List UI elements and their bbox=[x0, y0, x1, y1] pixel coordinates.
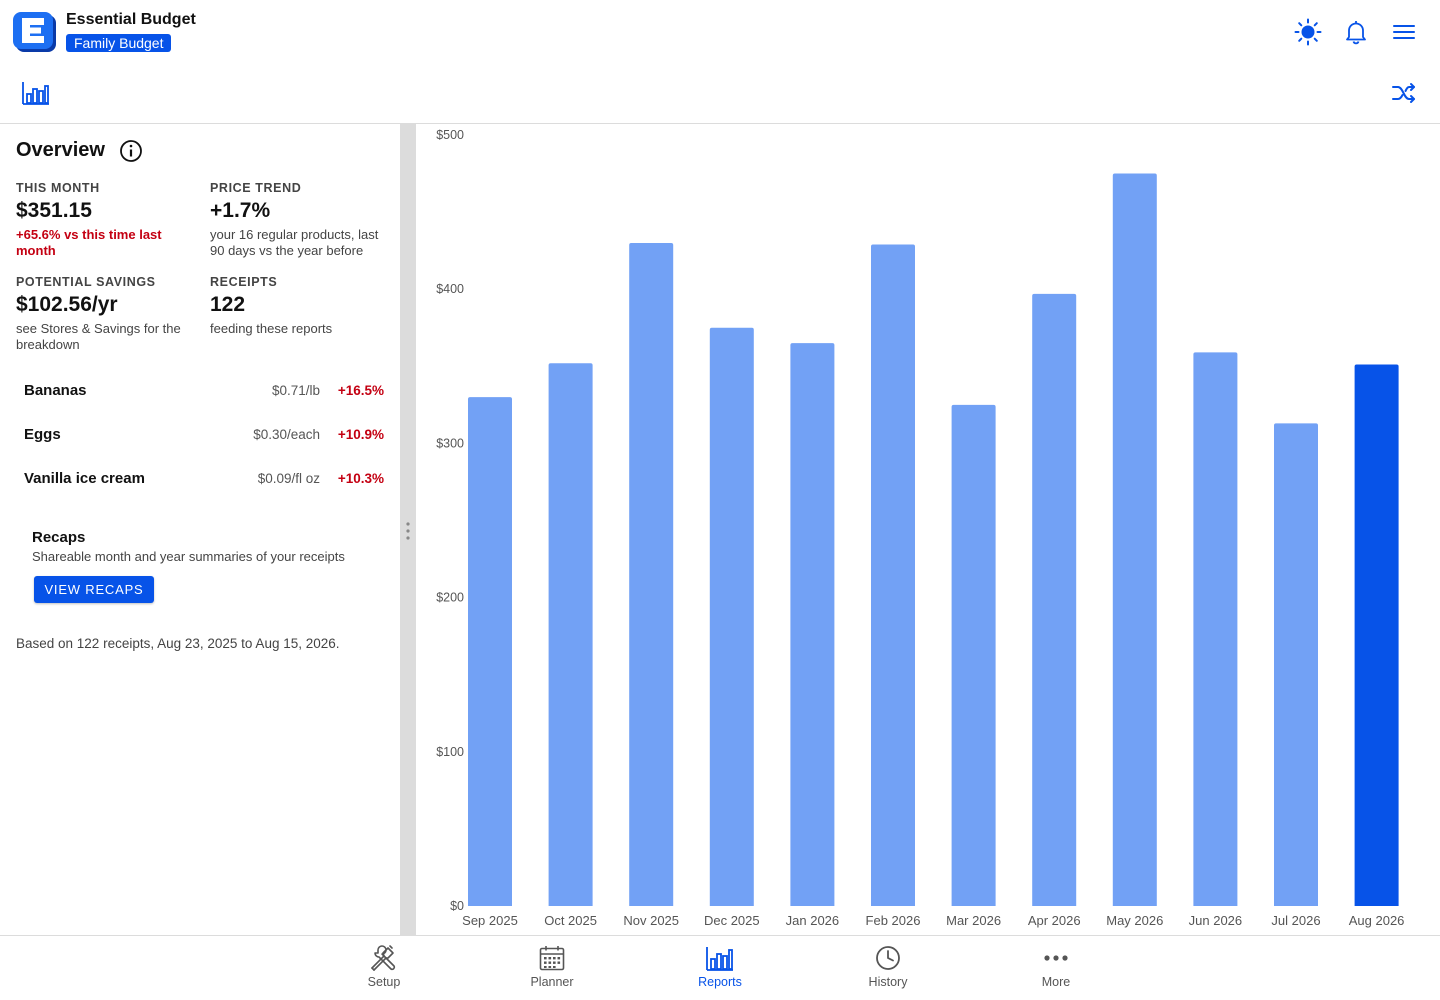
bar[interactable] bbox=[548, 363, 593, 906]
nav-label-history: History bbox=[868, 975, 908, 989]
product-name-eggs[interactable]: Eggs bbox=[24, 426, 61, 443]
nav-more[interactable]: More bbox=[996, 944, 1116, 994]
bar[interactable] bbox=[1274, 423, 1318, 906]
stat-value-potential-savings: $102.56/yr bbox=[16, 293, 118, 316]
product-price-vanilla-ice-cream: $0.09/fl oz bbox=[257, 471, 320, 486]
x-tick-label: Aug 2026 bbox=[1349, 913, 1405, 928]
x-tick-label: Mar 2026 bbox=[946, 913, 1001, 928]
stat-label-this-month: THIS MONTH bbox=[16, 181, 100, 195]
more-dots-icon bbox=[1044, 955, 1068, 961]
bar[interactable] bbox=[1193, 352, 1238, 906]
nav-label-setup: Setup bbox=[367, 975, 401, 989]
recaps-title: Recaps bbox=[32, 529, 86, 546]
y-tick-label: $100 bbox=[436, 745, 464, 759]
shuffle-icon[interactable] bbox=[1391, 80, 1417, 106]
stat-label-potential-savings: POTENTIAL SAVINGS bbox=[16, 275, 156, 289]
x-tick-label: Apr 2026 bbox=[1028, 913, 1081, 928]
based-on-note: Based on 122 receipts, Aug 23, 2025 to A… bbox=[16, 636, 340, 651]
top-divider bbox=[0, 123, 1440, 124]
stat-value-this-month: $351.15 bbox=[16, 199, 92, 222]
info-icon[interactable] bbox=[119, 139, 143, 163]
nav-label-more: More bbox=[1041, 975, 1071, 989]
overview-title: Overview bbox=[16, 139, 105, 161]
x-tick-label: Jan 2026 bbox=[786, 913, 840, 928]
bar[interactable] bbox=[1354, 364, 1399, 906]
bar[interactable] bbox=[871, 244, 915, 906]
product-change-eggs: +10.9% bbox=[337, 427, 384, 442]
stat-value-receipts: 122 bbox=[210, 293, 246, 316]
monthly-spending-chart: $0 $100 $200 $300 $400 $500 Sep 2025 Oct 2025 No… bbox=[416, 124, 1440, 935]
y-tick-label: $500 bbox=[436, 128, 464, 142]
bar[interactable] bbox=[1112, 173, 1157, 907]
bar[interactable] bbox=[1032, 293, 1077, 906]
product-name-vanilla-ice-cream[interactable]: Vanilla ice cream bbox=[24, 470, 145, 487]
bar[interactable] bbox=[790, 343, 835, 906]
product-price-bananas: $0.71/lb bbox=[271, 383, 320, 398]
nav-setup[interactable]: Setup bbox=[324, 944, 444, 994]
x-tick-label: Jul 2026 bbox=[1271, 913, 1320, 928]
menu-icon[interactable] bbox=[1390, 18, 1418, 46]
stat-note-this-month: +65.6% vs this time last month bbox=[16, 227, 162, 258]
product-price-eggs: $0.30/each bbox=[253, 427, 320, 442]
bar[interactable] bbox=[951, 404, 996, 906]
stat-note-price-trend: your 16 regular products, last 90 days v… bbox=[210, 227, 379, 258]
app-logo bbox=[13, 12, 56, 52]
nav-label-planner: Planner bbox=[530, 975, 574, 989]
bar[interactable] bbox=[468, 397, 512, 906]
bell-icon[interactable] bbox=[1342, 18, 1370, 46]
y-tick-label: $400 bbox=[436, 282, 464, 296]
view-recaps-button[interactable]: VIEW RECAPS bbox=[34, 576, 154, 603]
x-tick-label: Jun 2026 bbox=[1189, 913, 1243, 928]
nav-reports[interactable]: Reports bbox=[660, 944, 780, 994]
stat-note-receipts: feeding these reports bbox=[210, 321, 333, 336]
nav-history[interactable]: History bbox=[828, 944, 948, 994]
clock-icon bbox=[876, 946, 900, 970]
bar[interactable] bbox=[709, 327, 754, 906]
x-tick-label: Nov 2025 bbox=[623, 913, 679, 928]
x-tick-label: Feb 2026 bbox=[866, 913, 921, 928]
stat-value-price-trend: +1.7% bbox=[210, 199, 271, 222]
bottom-divider bbox=[0, 935, 1440, 936]
app-name: Essential Budget bbox=[66, 11, 196, 28]
bar-chart-icon bbox=[706, 947, 733, 971]
y-tick-label: $300 bbox=[436, 436, 464, 450]
budget-selector[interactable]: Family Budget bbox=[66, 34, 172, 52]
y-tick-label: $0 bbox=[450, 899, 464, 913]
x-tick-label: Oct 2025 bbox=[544, 913, 597, 928]
stat-label-price-trend: PRICE TREND bbox=[210, 181, 302, 195]
product-change-vanilla-ice-cream: +10.3% bbox=[337, 471, 384, 486]
product-name-bananas[interactable]: Bananas bbox=[24, 382, 87, 399]
splitter-handle-icon[interactable] bbox=[405, 521, 411, 541]
brightness-icon[interactable] bbox=[1294, 18, 1322, 46]
bar-chart-icon[interactable] bbox=[22, 80, 50, 106]
product-change-bananas: +16.5% bbox=[337, 383, 384, 398]
x-tick-label: May 2026 bbox=[1106, 913, 1163, 928]
tools-icon bbox=[371, 945, 396, 971]
x-tick-label: Sep 2025 bbox=[462, 913, 518, 928]
stat-note-potential-savings: see Stores & Savings for the breakdown bbox=[16, 321, 181, 352]
chart-canvas: $0 $100 $200 $300 $400 $500 Sep 2025 Oct 2025 No… bbox=[436, 128, 1405, 928]
recaps-description: Shareable month and year summaries of yo… bbox=[32, 549, 345, 564]
bar[interactable] bbox=[629, 242, 674, 906]
calendar-icon bbox=[539, 946, 565, 971]
stat-label-receipts: RECEIPTS bbox=[210, 275, 278, 289]
nav-planner[interactable]: Planner bbox=[492, 944, 612, 994]
x-tick-label: Dec 2025 bbox=[704, 913, 760, 928]
nav-label-reports: Reports bbox=[698, 975, 742, 989]
y-tick-label: $200 bbox=[436, 591, 464, 605]
